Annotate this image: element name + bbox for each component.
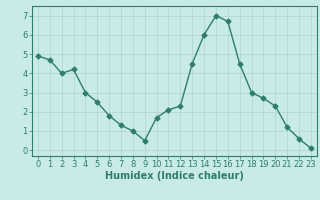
X-axis label: Humidex (Indice chaleur): Humidex (Indice chaleur): [105, 171, 244, 181]
